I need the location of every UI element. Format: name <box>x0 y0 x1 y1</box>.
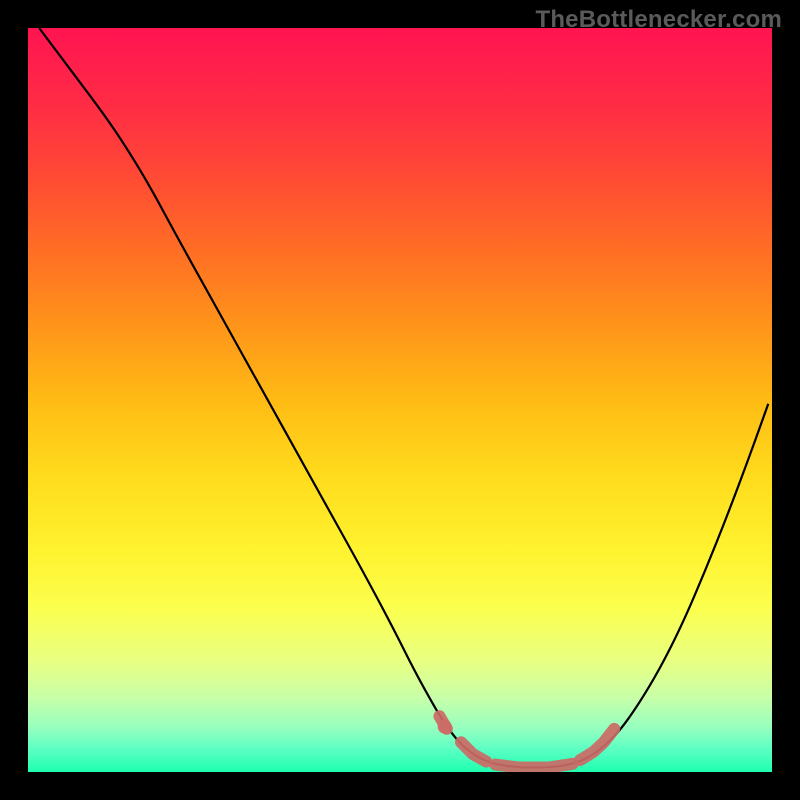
highlight-segment <box>461 742 486 761</box>
highlight-segment <box>495 764 572 768</box>
highlight-dot <box>438 720 452 734</box>
bottleneck-curve <box>39 28 768 768</box>
highlight-segment <box>580 729 614 760</box>
chart-svg <box>28 28 772 772</box>
plot-area <box>28 28 772 772</box>
optimal-range-highlight <box>438 716 615 767</box>
watermark-text: TheBottlenecker.com <box>535 6 782 34</box>
